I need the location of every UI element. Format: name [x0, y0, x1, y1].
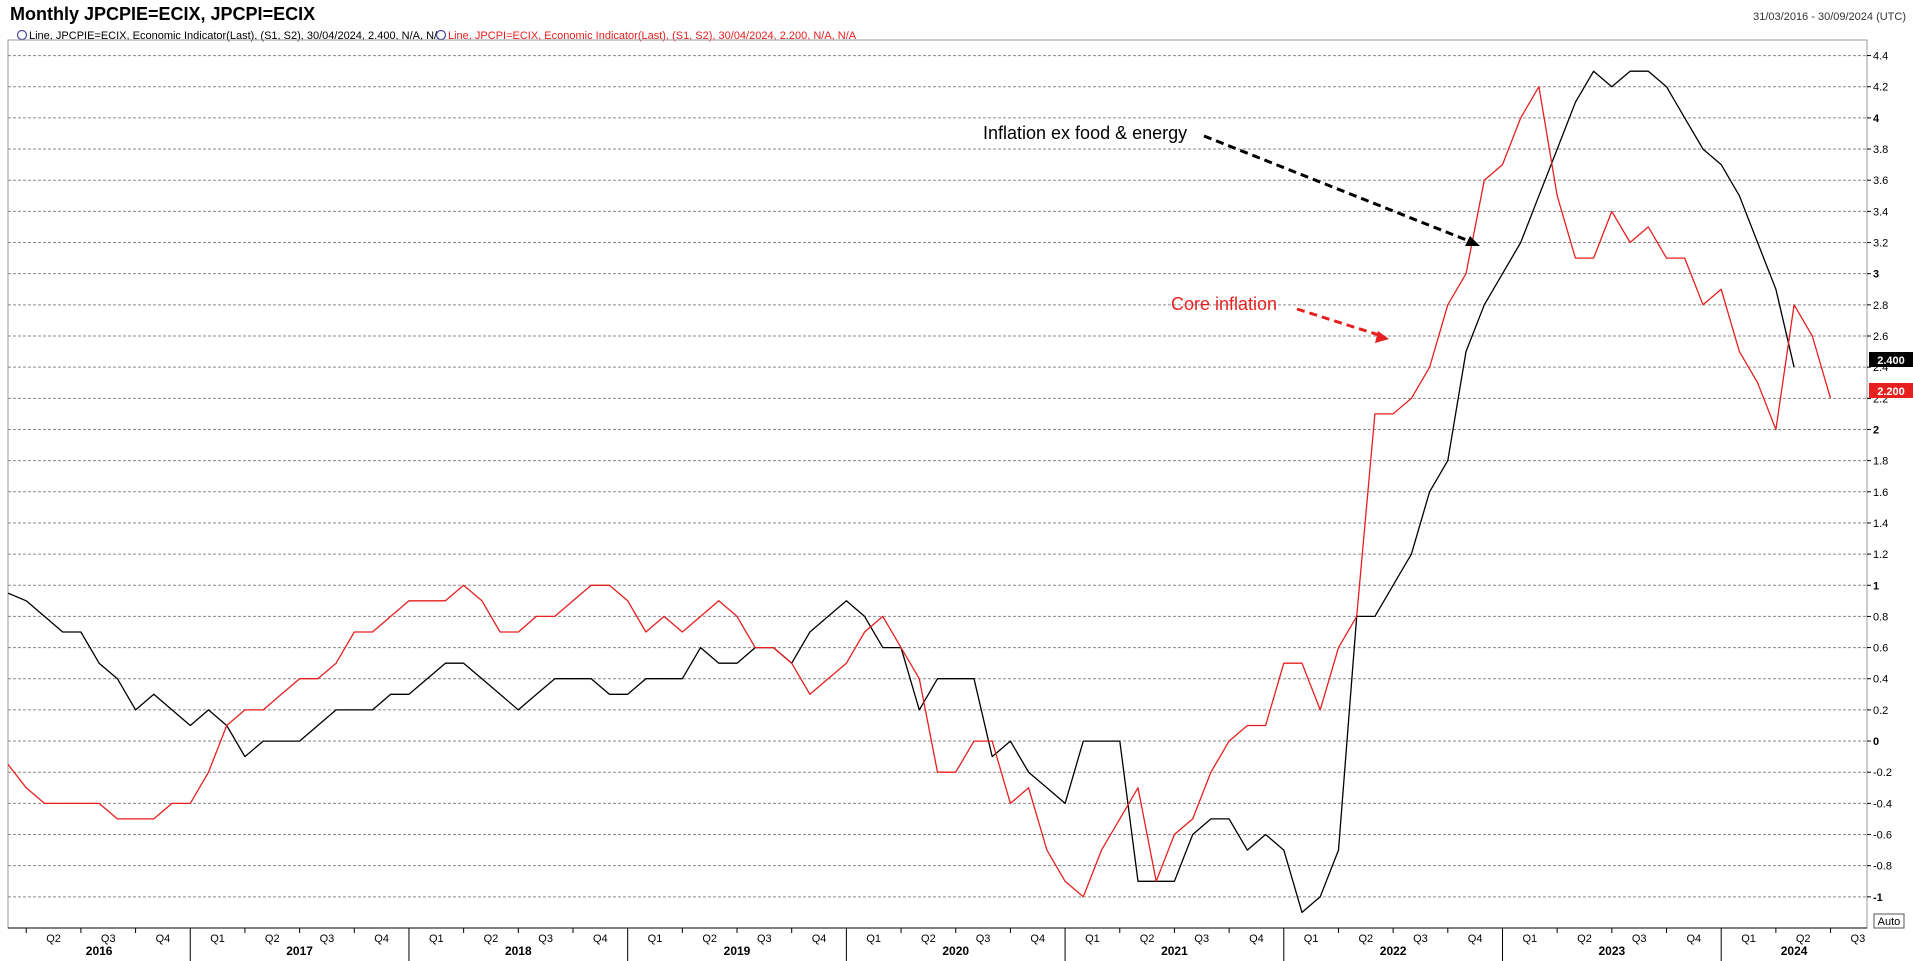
x-year-label: 2024 [1781, 944, 1808, 958]
x-quarter-label: Q2 [702, 933, 717, 945]
y-tick-label: 3.4 [1873, 206, 1888, 218]
y-tick-label: -0.8 [1873, 861, 1892, 873]
y-tick-label: 0 [1873, 736, 1879, 748]
auto-button-frame[interactable] [1873, 913, 1905, 929]
annotation-inflation-ex-food-energy: Inflation ex food & energy [983, 123, 1187, 143]
y-tick-label: 2.6 [1873, 331, 1888, 343]
y-tick-label: -0.6 [1873, 830, 1892, 842]
series-group [7, 70, 1832, 914]
annotation-arrowhead-black [1465, 236, 1480, 246]
x-quarter-label: Q4 [812, 933, 827, 945]
auto-button-label[interactable]: Auto [1878, 916, 1901, 928]
x-quarter-label: Q2 [265, 933, 280, 945]
x-quarter-label: Q3 [976, 933, 991, 945]
y-tick-label: 2.8 [1873, 300, 1888, 312]
x-quarter-label: Q1 [1522, 933, 1537, 945]
x-quarter-label: Q2 [921, 933, 936, 945]
y-tick-label: 1.8 [1873, 456, 1888, 468]
x-year-label: 2016 [86, 944, 113, 958]
y-tick-label: -0.4 [1873, 798, 1892, 810]
legend-item-black[interactable]: Line, JPCPIE=ECIX, Economic Indicator(La… [29, 30, 445, 42]
x-quarter-label: Q4 [1687, 933, 1702, 945]
x-quarter-label: Q1 [1304, 933, 1319, 945]
last-value-tag-red-bg [1869, 383, 1913, 398]
x-year-label: 2017 [286, 944, 313, 958]
last-value-tag-black: 2.400 [1877, 355, 1905, 367]
x-quarter-label: Q1 [429, 933, 444, 945]
x-year-label: 2022 [1380, 944, 1407, 958]
x-quarter-label: Q4 [1030, 933, 1045, 945]
x-quarter-label: Q4 [593, 933, 608, 945]
series-line-jpcpi-ecix [7, 86, 1832, 898]
y-tick-label: 3.2 [1873, 238, 1888, 250]
y-tick-label: 0.4 [1873, 674, 1888, 686]
x-quarter-label: Q4 [1249, 933, 1264, 945]
x-quarter-label: Q3 [101, 933, 116, 945]
y-axis: -1 -0.8 -0.6 -0.4 -0.2 0 0.2 0.4 0.6 0.8 1 1.2 1.4 1.… [1867, 51, 1892, 904]
legend-toggle-icon-red[interactable] [435, 29, 447, 41]
y-tick-label: -0.2 [1873, 767, 1892, 779]
x-year-label: 2021 [1161, 944, 1188, 958]
auto-button[interactable]: Auto [1873, 913, 1905, 929]
y-tick-label: 3.8 [1873, 144, 1888, 156]
legend-item-red[interactable]: Line, JPCPI=ECIX, Economic Indicator(Las… [448, 30, 857, 42]
x-quarter-label: Q4 [156, 933, 171, 945]
x-quarter-label: Q3 [1413, 933, 1428, 945]
y-tick-label: 4.2 [1873, 82, 1888, 94]
annotation-arrow-black [1203, 134, 1475, 245]
legend: Line, JPCPIE=ECIX, Economic Indicator(La… [16, 29, 857, 42]
y-tick-label: 0.6 [1873, 643, 1888, 655]
x-quarter-label: Q1 [648, 933, 663, 945]
x-quarter-label: Q3 [1851, 933, 1866, 945]
x-year-label: 2020 [942, 944, 969, 958]
x-quarter-label: Q3 [1194, 933, 1209, 945]
x-quarter-label: Q1 [1741, 933, 1756, 945]
y-tick-label: 1.4 [1873, 518, 1888, 530]
x-axis: Q2 Q3 Q4 Q1 Q2 Q3 Q4 Q1 Q2 Q3 Q4 Q1 Q2 Q3 Q4 Q1 Q2 Q3 Q4 Q1… [8, 927, 1867, 961]
chart-title: Monthly JPCPIE=ECIX, JPCPI=ECIX [10, 4, 315, 24]
x-quarter-label: Q2 [46, 933, 61, 945]
annotation-arrow-red [1296, 307, 1383, 338]
x-quarter-label: Q3 [1632, 933, 1647, 945]
y-tick-label: 0.8 [1873, 611, 1888, 623]
y-tick-label: 1 [1873, 580, 1879, 592]
x-year-label: 2018 [505, 944, 532, 958]
annotations: Inflation ex food & energy Core inflatio… [983, 123, 1480, 343]
y-tick-label: 1.6 [1873, 487, 1888, 499]
x-quarter-label: Q3 [538, 933, 553, 945]
x-quarter-label: Q2 [1358, 933, 1373, 945]
date-range: 31/03/2016 - 30/09/2024 (UTC) [1753, 11, 1906, 23]
y-tick-label: 3.6 [1873, 175, 1888, 187]
x-quarter-label: Q2 [1796, 933, 1811, 945]
x-quarter-label: Q4 [374, 933, 389, 945]
x-quarter-label: Q3 [320, 933, 335, 945]
y-tick-label: 3 [1873, 269, 1879, 281]
x-quarter-label: Q2 [1140, 933, 1155, 945]
x-quarter-label: Q1 [210, 933, 225, 945]
legend-toggle-icon-black[interactable] [16, 29, 28, 41]
x-quarter-label: Q2 [484, 933, 499, 945]
y-tick-label: 0.2 [1873, 705, 1888, 717]
y-tick-label: 4 [1873, 113, 1880, 125]
x-quarter-label: Q2 [1577, 933, 1592, 945]
y-tick-label: 4.4 [1873, 51, 1888, 63]
last-value-tags: 2.400 2.200 [1869, 352, 1913, 398]
y-tick-label: 1.2 [1873, 549, 1888, 561]
x-quarter-label: Q1 [866, 933, 881, 945]
x-year-label: 2023 [1598, 944, 1625, 958]
y-tick-label: -1 [1873, 892, 1883, 904]
last-value-tag-red: 2.200 [1877, 386, 1905, 398]
x-quarter-label: Q3 [757, 933, 772, 945]
x-year-label: 2019 [724, 944, 751, 958]
last-value-tag-black-bg [1869, 352, 1913, 367]
x-quarter-label: Q4 [1468, 933, 1483, 945]
x-quarter-label: Q1 [1085, 933, 1100, 945]
annotation-core-inflation: Core inflation [1171, 294, 1277, 314]
y-tick-label: 2 [1873, 424, 1879, 436]
annotation-arrowhead-red [1375, 331, 1389, 343]
